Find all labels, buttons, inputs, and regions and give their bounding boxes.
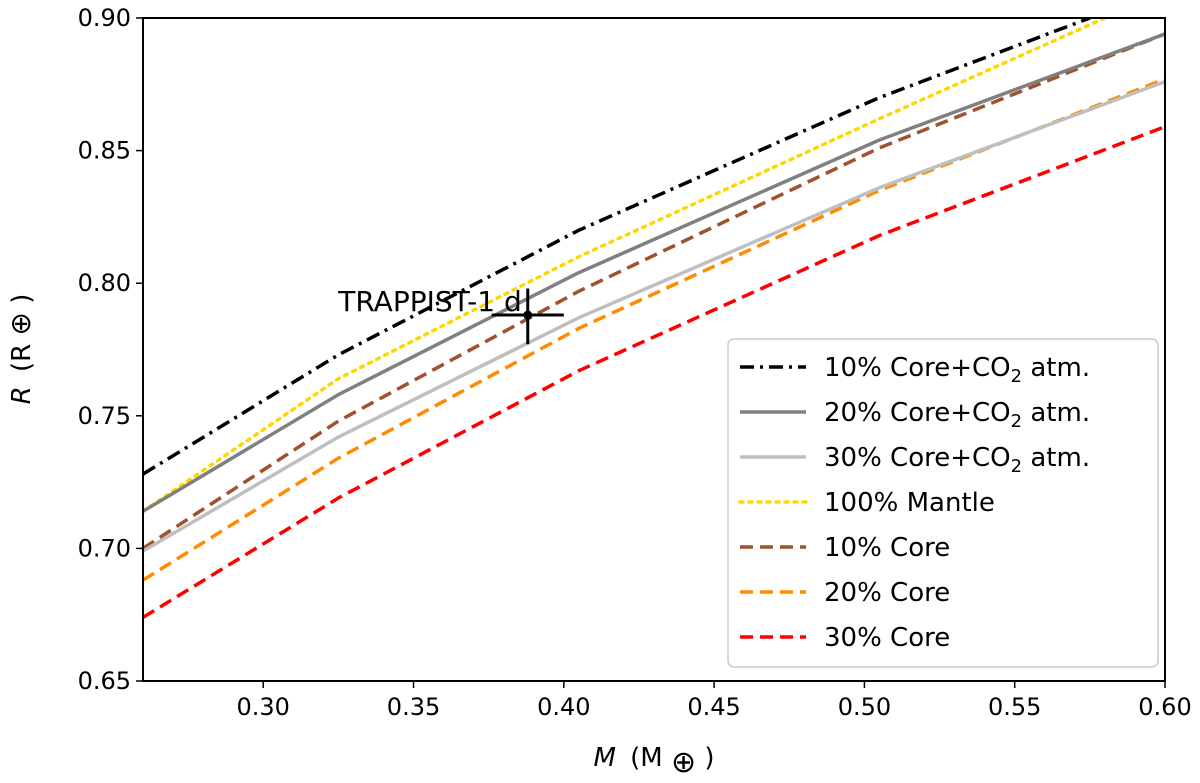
legend-item-10-core: 10% Core — [740, 533, 950, 563]
legend-item-30-core-co2-atm: 30% Core+CO2 atm. — [740, 443, 1090, 477]
series-10-core-co2-atm-line — [143, 18, 1091, 476]
y-axis-label: R (R ⊕ ) — [4, 294, 37, 405]
legend-label: 20% Core+CO2 atm. — [824, 398, 1090, 432]
legend: 10% Core+CO2 atm. 20% Core+CO2 atm. 30% Co… — [727, 338, 1159, 668]
legend-item-30-core: 30% Core — [740, 623, 950, 653]
series-30-core-line — [143, 125, 1165, 619]
series-20-core-line — [143, 77, 1165, 582]
x-axis-var: M — [593, 743, 615, 773]
x-tick-label: 0.50 — [838, 693, 891, 721]
series-30-core-co2-atm-line — [143, 79, 1165, 553]
y-axis-unit-close: ) — [7, 294, 37, 304]
legend-item-100-mantle: 100% Mantle — [738, 488, 995, 518]
series-10-core-line — [143, 32, 1165, 550]
trappist-1d-point-group: TRAPPIST-1 d — [337, 285, 564, 345]
legend-item-10-core-co2-atm: 10% Core+CO2 atm. — [740, 353, 1090, 387]
y-tick-label: 0.75 — [78, 402, 131, 430]
x-tick-label: 0.45 — [687, 693, 740, 721]
legend-label: 20% Core — [824, 578, 950, 608]
axis-ticks: 0.30 0.35 0.40 0.45 0.50 0.55 0.60 0.65 0.70 0.75… — [78, 4, 1192, 721]
x-axis-earth-symbol: ⊕ — [671, 745, 696, 780]
x-axis-unit-open: (M — [630, 743, 663, 773]
legend-item-20-core: 20% Core — [740, 578, 950, 608]
legend-label: 100% Mantle — [824, 488, 995, 518]
x-tick-label: 0.40 — [537, 693, 590, 721]
series-layer — [143, 18, 1165, 619]
legend-label: 30% Core — [824, 623, 950, 653]
point-label: TRAPPIST-1 d — [337, 285, 522, 318]
x-tick-label: 0.60 — [1138, 693, 1191, 721]
legend-label: 30% Core+CO2 atm. — [824, 443, 1090, 477]
x-tick-label: 0.55 — [988, 693, 1041, 721]
legend-item-20-core-co2-atm: 20% Core+CO2 atm. — [740, 398, 1090, 432]
series-100-mantle-line — [143, 18, 1107, 514]
y-axis-earth-symbol: ⊕ — [4, 312, 37, 335]
y-axis-var: R — [7, 386, 37, 404]
y-tick-label: 0.90 — [78, 4, 131, 32]
series-20-core-co2-atm-line — [143, 32, 1165, 513]
y-tick-label: 0.70 — [78, 534, 131, 562]
x-tick-label: 0.35 — [387, 693, 440, 721]
x-axis-label: M (M ⊕ ) — [593, 743, 714, 780]
x-tick-label: 0.30 — [237, 693, 290, 721]
legend-label: 10% Core+CO2 atm. — [824, 353, 1090, 387]
plot-frame — [142, 17, 1166, 682]
legend-label: 10% Core — [824, 533, 950, 563]
y-axis-unit-open: (R — [7, 344, 37, 372]
y-tick-label: 0.80 — [78, 269, 131, 297]
y-tick-label: 0.65 — [78, 667, 131, 695]
legend-frame — [727, 338, 1159, 668]
x-axis-unit-close: ) — [704, 743, 714, 773]
y-tick-label: 0.85 — [78, 137, 131, 165]
point-marker — [523, 310, 533, 320]
